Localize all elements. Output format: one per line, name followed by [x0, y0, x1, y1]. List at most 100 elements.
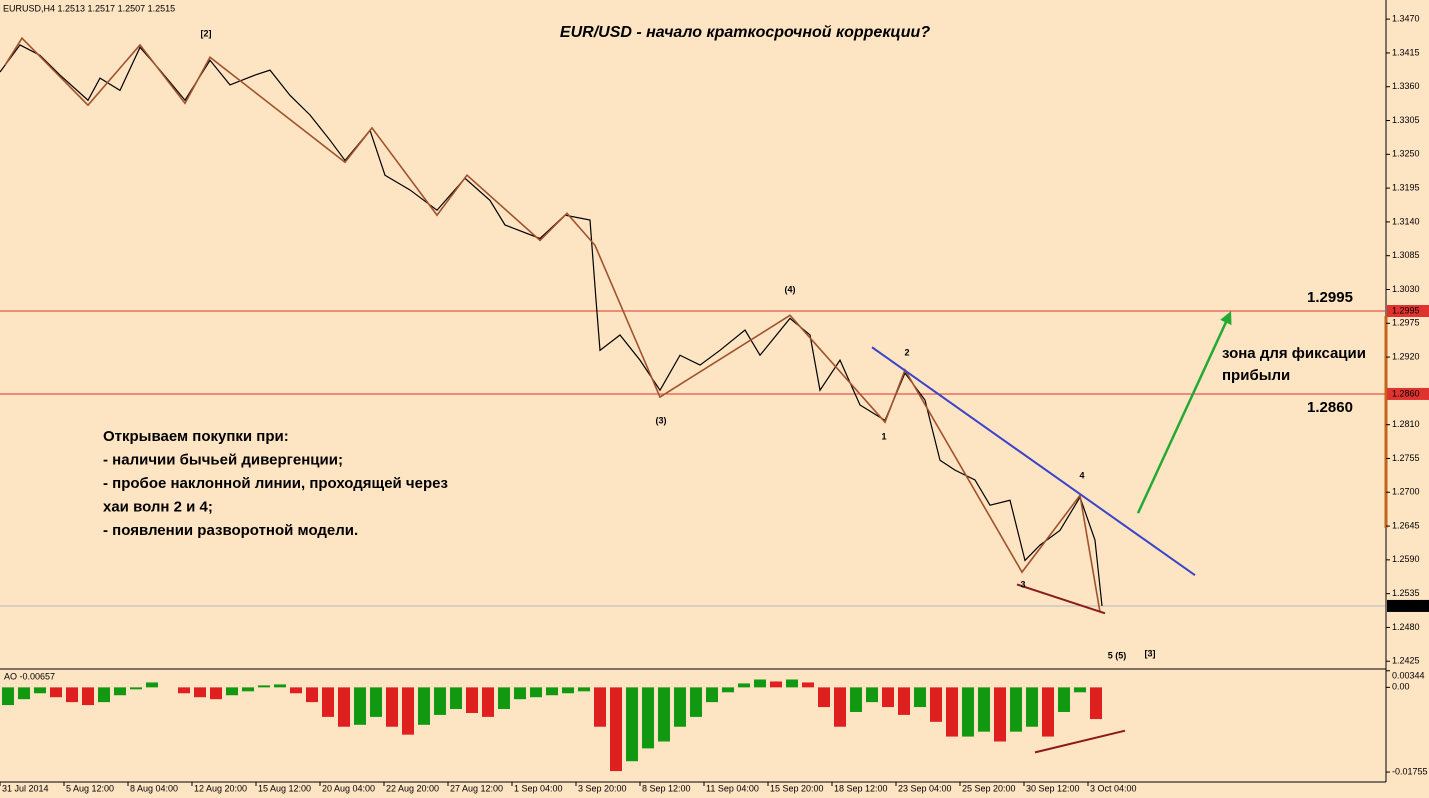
ao-bar	[866, 687, 878, 703]
ao-bar	[178, 687, 190, 694]
x-tick-label: 8 Sep 12:00	[642, 783, 691, 793]
ao-bar	[514, 687, 526, 700]
ao-bar	[322, 687, 334, 717]
ao-bar	[978, 687, 990, 732]
zone-label: прибыли	[1222, 367, 1290, 384]
wave-label: 1	[881, 431, 886, 441]
wave-label: [3]	[1145, 648, 1156, 658]
y-tick-label: 1.2975	[1392, 318, 1420, 328]
ao-bar	[898, 687, 910, 715]
ao-bar	[498, 687, 510, 710]
x-tick-label: 3 Sep 20:00	[578, 783, 627, 793]
ao-bar	[1058, 687, 1070, 712]
y-tick-label: 0.00344	[1392, 670, 1425, 680]
ao-bar	[370, 687, 382, 717]
ao-bar	[626, 687, 638, 762]
ao-bar	[690, 687, 702, 717]
y-tick-label: 1.2480	[1392, 622, 1420, 632]
strategy-note: Открываем покупки при:	[103, 428, 289, 445]
wave-label: 4	[1079, 470, 1084, 480]
ao-bar	[1090, 687, 1102, 720]
ao-bar	[82, 687, 94, 706]
x-tick-label: 3 Oct 04:00	[1090, 783, 1137, 793]
ao-bar	[562, 687, 574, 694]
x-tick-label: 30 Sep 12:00	[1026, 783, 1080, 793]
ao-bar	[482, 687, 494, 717]
ao-bar	[770, 681, 782, 688]
ao-bar	[418, 687, 430, 725]
ao-bar	[674, 687, 686, 727]
indicator-header: AO -0.00657	[4, 671, 55, 681]
y-tick-label: 1.2535	[1392, 588, 1420, 598]
x-tick-label: 27 Aug 12:00	[450, 783, 503, 793]
strategy-note: - пробое наклонной линии, проходящей чер…	[103, 475, 448, 492]
divergence-line	[1016, 583, 1106, 615]
ao-bar	[786, 679, 798, 688]
y-tick-label: -0.01755	[1392, 766, 1428, 776]
zigzag-line	[4, 36, 1101, 613]
ao-bar	[434, 687, 446, 715]
ao-bar	[402, 687, 414, 735]
level-label: 1.2995	[1307, 289, 1353, 306]
y-tick-label: 1.3250	[1392, 149, 1420, 159]
ao-bar	[594, 687, 606, 727]
x-tick-label: 25 Sep 20:00	[962, 783, 1016, 793]
ao-bar	[98, 687, 110, 703]
ao-bar	[722, 687, 734, 693]
ao-bar	[258, 685, 270, 688]
ao-bar	[210, 687, 222, 700]
wave-label: 3	[1020, 579, 1025, 589]
x-tick-label: 18 Sep 12:00	[834, 783, 888, 793]
ao-bar	[946, 687, 958, 737]
ao-bar	[642, 687, 654, 749]
x-tick-label: 15 Aug 12:00	[258, 783, 311, 793]
wave-label: [2]	[201, 28, 212, 38]
y-tick-label: 1.2810	[1392, 419, 1420, 429]
ao-bar	[242, 687, 254, 692]
x-tick-label: 22 Aug 20:00	[386, 783, 439, 793]
ao-bar	[386, 687, 398, 727]
y-tick-label: 1.2755	[1392, 453, 1420, 463]
ao-bar	[914, 687, 926, 708]
ao-bar	[290, 687, 302, 694]
ao-bar	[818, 687, 830, 708]
symbol-header: EURUSD,H4 1.2513 1.2517 1.2507 1.2515	[3, 3, 175, 13]
level-axis-label: 1.2860	[1392, 388, 1420, 398]
y-tick-label: 1.2700	[1392, 487, 1420, 497]
zone-label: зона для фиксации	[1222, 345, 1366, 362]
ao-bar	[146, 682, 158, 688]
x-tick-label: 5 Aug 12:00	[66, 783, 114, 793]
strategy-note: - наличии бычьей дивергенции;	[103, 451, 343, 468]
ao-bar	[274, 684, 286, 688]
x-tick-label: 31 Jul 2014	[2, 783, 49, 793]
ao-bar	[1010, 687, 1022, 732]
target-arrow	[1136, 311, 1232, 514]
ao-bar	[306, 687, 318, 703]
y-tick-label: 1.3305	[1392, 115, 1420, 125]
level-label: 1.2860	[1307, 399, 1353, 416]
y-tick-label: 0.00	[1392, 682, 1410, 692]
ao-bar	[2, 687, 14, 706]
ao-bar	[802, 682, 814, 688]
y-tick-label: 1.3195	[1392, 182, 1420, 192]
ao-bar	[546, 687, 558, 696]
wave-label: 5 (5)	[1108, 650, 1127, 660]
x-tick-label: 8 Aug 04:00	[130, 783, 178, 793]
ao-bar	[354, 687, 366, 725]
x-tick-label: 11 Sep 04:00	[706, 783, 759, 793]
y-tick-label: 1.2425	[1392, 656, 1420, 666]
x-tick-label: 23 Sep 04:00	[898, 783, 952, 793]
y-tick-label: 1.3085	[1392, 250, 1420, 260]
ao-bar	[450, 687, 462, 710]
level-marker	[1387, 305, 1429, 317]
ao-bar	[706, 687, 718, 703]
x-tick-label: 20 Aug 04:00	[322, 783, 375, 793]
ao-bar	[658, 687, 670, 742]
ao-bar	[1074, 687, 1086, 693]
y-tick-label: 1.3470	[1392, 14, 1420, 24]
ao-bar	[338, 687, 350, 727]
ao-bar	[466, 687, 478, 713]
